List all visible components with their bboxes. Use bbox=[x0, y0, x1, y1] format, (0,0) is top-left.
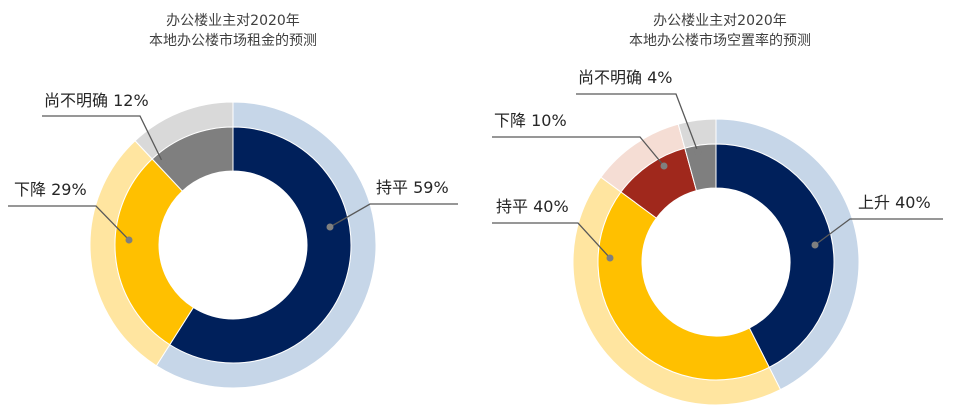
chart-0-title-line-1: 本地办公楼市场租金的预测 bbox=[149, 32, 317, 49]
chart-1-data-label-1: 持平 40% bbox=[496, 197, 569, 216]
chart-1-leader-line-3 bbox=[576, 93, 699, 153]
chart-1-leader-line-2 bbox=[492, 136, 665, 167]
chart-0-slice-2 bbox=[151, 126, 234, 192]
chart-1-leader-dot-2 bbox=[660, 162, 668, 170]
chart-0-slice-0 bbox=[169, 126, 352, 364]
chart-1-slice-0 bbox=[715, 143, 835, 368]
chart-1-leader-dot-3 bbox=[694, 148, 702, 156]
chart-0-title-line-0: 办公楼业主对2020年 bbox=[166, 13, 300, 29]
chart-1-data-label-3: 尚不明确 4% bbox=[578, 68, 672, 87]
chart-0-data-label-1: 下降 29% bbox=[14, 180, 87, 199]
chart-0-leader-line-1 bbox=[8, 205, 130, 241]
chart-0-slice-1 bbox=[114, 158, 195, 346]
chart-1-title-line-1: 本地办公楼市场空置率的预测 bbox=[629, 32, 811, 49]
chart-1-title-line-0: 办公楼业主对2020年 bbox=[653, 13, 787, 29]
chart-0-data-label-2: 尚不明确 12% bbox=[44, 91, 149, 110]
chart-0-leader-dot-1 bbox=[125, 236, 133, 244]
chart-1-data-label-2: 下降 10% bbox=[494, 111, 567, 130]
chart-0-data-label-0: 持平 59% bbox=[376, 178, 449, 197]
chart-0-leader-dot-0 bbox=[326, 223, 334, 231]
chart-0-leader-line-2 bbox=[42, 115, 164, 164]
chart-1-data-label-0: 上升 40% bbox=[858, 193, 931, 212]
chart-0-leader-line-0 bbox=[329, 203, 458, 228]
chart-1-slice-1 bbox=[597, 191, 770, 381]
chart-1-leader-dot-1 bbox=[606, 254, 614, 262]
chart-0-leader-dot-2 bbox=[159, 159, 167, 167]
chart-1-leader-dot-0 bbox=[811, 241, 819, 249]
chart-1-leader-line-1 bbox=[492, 222, 611, 259]
chart-1-leader-line-0 bbox=[814, 218, 943, 246]
